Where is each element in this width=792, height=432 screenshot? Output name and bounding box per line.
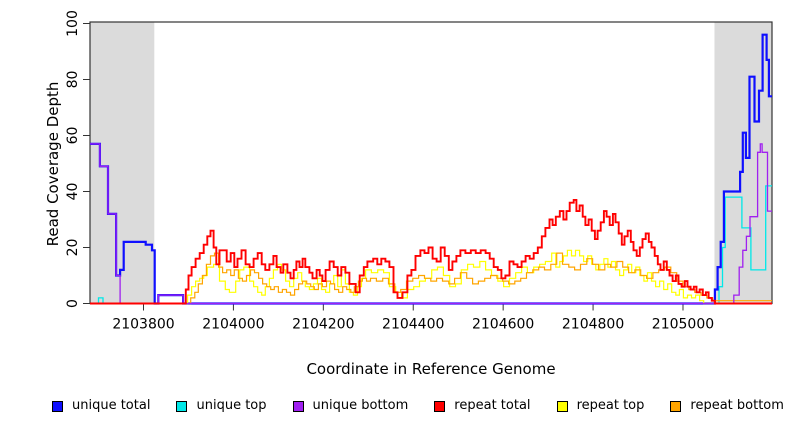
legend-swatch-icon bbox=[556, 400, 568, 412]
x-tick-label: 2104400 bbox=[382, 317, 444, 333]
series-line-unique-bottom bbox=[90, 143, 772, 305]
legend-label: repeat bottom bbox=[690, 398, 784, 413]
y-tick-label: 40 bbox=[65, 183, 81, 201]
x-tick-label: 2105000 bbox=[652, 317, 714, 333]
legend-swatch-icon bbox=[52, 400, 63, 412]
x-tick-label: 2104600 bbox=[472, 317, 534, 333]
series-line-unique-top bbox=[90, 185, 772, 305]
plot-border bbox=[89, 21, 773, 305]
legend-item-repeat-bottom: repeat bottom bbox=[670, 399, 784, 413]
legend-label: unique top bbox=[196, 398, 267, 413]
legend-swatch-icon bbox=[434, 400, 446, 412]
series-line-repeat-bottom bbox=[90, 252, 772, 305]
series-line-unique-total bbox=[90, 33, 772, 305]
y-tick-label: 60 bbox=[65, 127, 81, 145]
x-tick-label: 2104200 bbox=[292, 317, 354, 333]
legend-label: unique bottom bbox=[312, 398, 409, 413]
legend-swatch-icon bbox=[292, 400, 304, 412]
y-tick-label: 100 bbox=[65, 10, 81, 37]
legend: unique total unique top unique bottom repea… bbox=[52, 399, 784, 413]
legend-label: unique total bbox=[72, 398, 151, 413]
y-tick-label: 20 bbox=[65, 239, 81, 257]
x-axis-title: Coordinate in Reference Genome bbox=[306, 360, 556, 378]
series-line-repeat-top bbox=[90, 249, 772, 305]
legend-swatch-icon bbox=[670, 400, 682, 412]
legend-item-repeat-total: repeat total bbox=[434, 398, 531, 413]
x-tick-label: 2104000 bbox=[202, 317, 264, 333]
y-axis-title: Read Coverage Depth bbox=[44, 81, 62, 247]
y-tick-label: 0 bbox=[65, 299, 81, 308]
legend-label: repeat total bbox=[454, 398, 531, 413]
x-tick-label: 2104800 bbox=[562, 317, 624, 333]
series-line-repeat-total bbox=[90, 198, 772, 305]
legend-item-unique-top: unique top bbox=[176, 398, 267, 413]
x-tick-label: 2103800 bbox=[112, 317, 174, 333]
legend-item-unique-bottom: unique bottom bbox=[292, 398, 409, 413]
legend-label: repeat top bbox=[576, 398, 645, 413]
legend-swatch-icon bbox=[176, 400, 188, 412]
legend-item-repeat-top: repeat top bbox=[556, 398, 645, 413]
legend-item-unique-total: unique total bbox=[52, 399, 150, 413]
y-tick-label: 80 bbox=[65, 71, 81, 89]
